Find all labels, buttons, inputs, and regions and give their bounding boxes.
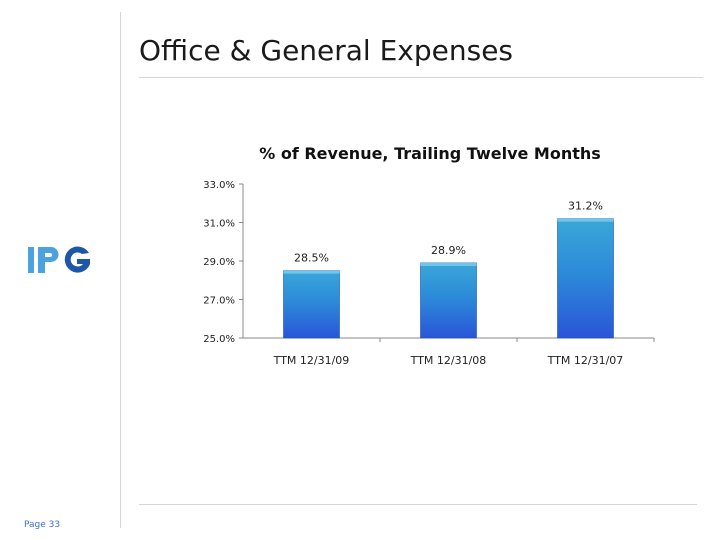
- logo-letter-p: [38, 247, 59, 273]
- x-tick-label: TTM 12/31/08: [410, 354, 487, 367]
- bar: [420, 262, 477, 339]
- y-tick-label: 33.0%: [203, 180, 235, 191]
- bar-highlight: [283, 270, 340, 274]
- y-tick-label: 31.0%: [203, 219, 235, 230]
- x-tick-label: TTM 12/31/09: [273, 354, 350, 367]
- left-divider: [120, 12, 121, 528]
- y-tick-label: 29.0%: [203, 257, 235, 268]
- ipg-logo: [28, 246, 90, 273]
- footer-rule: [139, 504, 697, 505]
- bar-highlight: [557, 218, 614, 222]
- slide-title: Office & General Expenses: [139, 34, 514, 67]
- x-tick-label: TTM 12/31/07: [547, 354, 624, 367]
- plot-area: 25.0% 27.0% 29.0% 31.0% 33.0% 28.5% TTM 12/31/…: [203, 180, 655, 367]
- bar: [557, 218, 614, 339]
- bar-highlight: [420, 262, 477, 266]
- page-number: Page 33: [24, 520, 61, 530]
- y-tick-label: 25.0%: [203, 334, 235, 345]
- logo-letter-i: [28, 247, 34, 273]
- title-rule: [139, 77, 703, 78]
- logo-letter-g: [64, 246, 90, 273]
- y-tick-label: 27.0%: [203, 296, 235, 307]
- data-label: 31.2%: [568, 200, 603, 213]
- data-label: 28.9%: [431, 244, 466, 257]
- data-label: 28.5%: [294, 252, 329, 265]
- chart-title: % of Revenue, Trailing Twelve Months: [259, 144, 601, 163]
- bar: [283, 270, 340, 339]
